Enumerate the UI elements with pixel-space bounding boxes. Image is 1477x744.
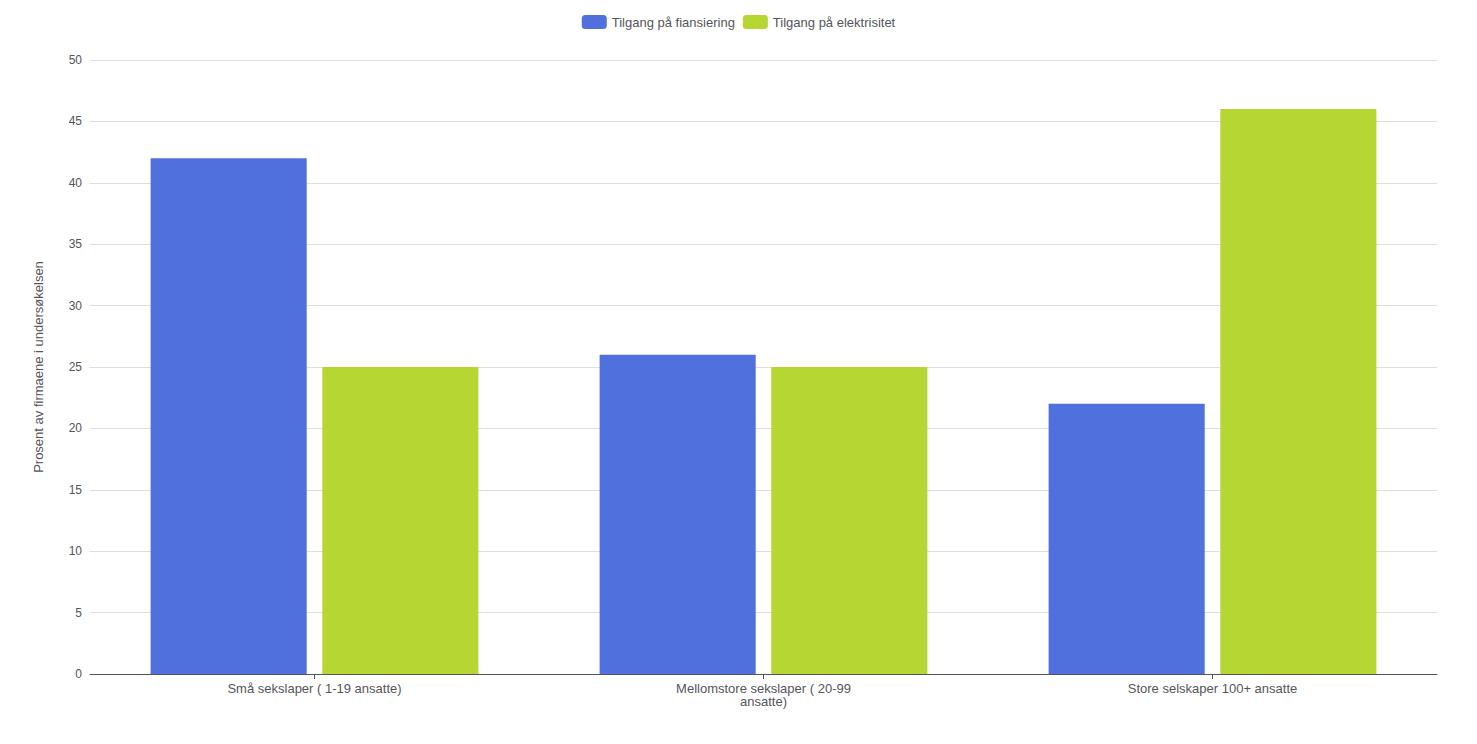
svg-text:45: 45 <box>69 114 83 128</box>
svg-text:Prosent av firmaene i undersøk: Prosent av firmaene i undersøkelsen <box>31 261 46 473</box>
svg-text:Tilgang på elektrisitet: Tilgang på elektrisitet <box>773 15 896 30</box>
svg-text:0: 0 <box>75 667 82 681</box>
svg-text:Store selskaper 100+ ansatte: Store selskaper 100+ ansatte <box>1128 681 1297 696</box>
svg-text:10: 10 <box>69 544 83 558</box>
svg-text:25: 25 <box>69 360 83 374</box>
svg-text:30: 30 <box>69 299 83 313</box>
svg-text:5: 5 <box>75 606 82 620</box>
svg-text:Små sekslaper ( 1-19 ansatte): Små sekslaper ( 1-19 ansatte) <box>227 681 401 696</box>
svg-text:Mellomstore sekslaper ( 20-99: Mellomstore sekslaper ( 20-99 <box>676 681 851 696</box>
svg-text:20: 20 <box>69 421 83 435</box>
svg-text:50: 50 <box>69 53 83 67</box>
svg-text:35: 35 <box>69 237 83 251</box>
svg-text:Tilgang på fiansiering: Tilgang på fiansiering <box>612 15 735 30</box>
svg-text:ansatte): ansatte) <box>740 694 787 709</box>
svg-text:40: 40 <box>69 176 83 190</box>
svg-text:15: 15 <box>69 483 83 497</box>
